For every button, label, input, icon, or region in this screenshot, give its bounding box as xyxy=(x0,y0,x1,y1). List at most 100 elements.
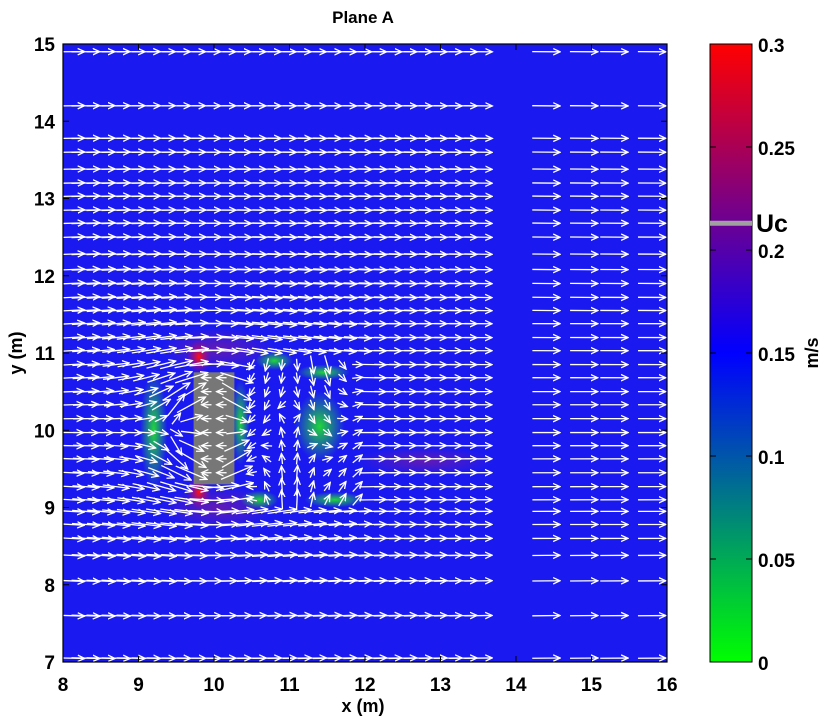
velocity-vector xyxy=(145,523,176,527)
velocity-vector xyxy=(160,322,192,325)
velocity-vector xyxy=(146,309,176,311)
velocity-vector xyxy=(116,554,146,556)
velocity-vector xyxy=(87,349,114,351)
velocity-vector xyxy=(265,358,268,371)
velocity-vector xyxy=(87,510,114,512)
velocity-vector xyxy=(136,417,155,420)
velocity-vector xyxy=(220,371,252,383)
velocity-vector xyxy=(283,510,311,514)
velocity-vector xyxy=(220,336,253,339)
velocity-vector xyxy=(160,523,192,526)
velocity-vector xyxy=(131,523,160,526)
velocity-vector xyxy=(88,404,113,405)
velocity-vector xyxy=(71,580,100,581)
velocity-vector xyxy=(267,336,296,340)
velocity-vector xyxy=(313,349,341,351)
velocity-vector xyxy=(236,555,267,557)
velocity-vector xyxy=(265,482,270,492)
velocity-vector xyxy=(249,386,255,396)
velocity-vector xyxy=(247,471,258,473)
velocity-vector xyxy=(86,283,115,284)
velocity-vector xyxy=(119,444,142,447)
velocity-vector xyxy=(310,468,314,478)
velocity-vector xyxy=(264,414,270,423)
colorbar-tick-label: 0.1 xyxy=(758,448,785,469)
velocity-vector xyxy=(236,537,267,539)
velocity-vector xyxy=(146,348,176,354)
velocity-vectors xyxy=(63,52,665,659)
velocity-vector xyxy=(72,364,99,366)
velocity-vector xyxy=(343,310,372,311)
velocity-vector xyxy=(86,297,115,299)
velocity-vector xyxy=(102,510,129,513)
velocity-vector xyxy=(116,283,146,285)
velocity-vector xyxy=(251,309,282,311)
velocity-vector xyxy=(102,349,129,352)
velocity-vector xyxy=(174,496,209,502)
velocity-vector xyxy=(220,466,252,480)
velocity-vector xyxy=(297,465,298,481)
velocity-vector xyxy=(131,537,160,540)
uc-threshold-label: Uc xyxy=(756,210,788,238)
velocity-vector xyxy=(72,499,99,501)
velocity-vector xyxy=(313,537,341,539)
velocity-vector xyxy=(204,363,239,365)
colorbar-gradient xyxy=(709,43,753,663)
velocity-vector xyxy=(160,495,192,503)
velocity-vector xyxy=(153,440,169,450)
velocity-vector xyxy=(325,495,330,506)
y-tick-label: 8 xyxy=(44,576,55,597)
velocity-vector xyxy=(296,372,297,383)
velocity-vector xyxy=(249,359,254,369)
colorbar-tick-label: 0 xyxy=(758,654,769,675)
velocity-vector xyxy=(133,468,159,476)
velocity-vector xyxy=(328,323,357,325)
velocity-vector xyxy=(267,296,296,298)
velocity-vector xyxy=(170,436,182,454)
x-tick-label: 15 xyxy=(581,675,603,696)
velocity-vector xyxy=(281,359,282,369)
velocity-vector xyxy=(280,414,285,424)
colorbar: 0 0.05 0.1 0.15 0.2 0.25 0.3 Uc m/s xyxy=(709,36,822,675)
velocity-vector xyxy=(313,323,341,325)
velocity-vector xyxy=(343,297,372,298)
x-tick-label: 12 xyxy=(354,675,375,696)
velocity-vector xyxy=(236,297,267,298)
velocity-vector xyxy=(86,323,115,325)
velocity-vector xyxy=(132,362,160,369)
velocity-vector xyxy=(265,495,269,505)
velocity-vector xyxy=(101,309,130,311)
velocity-vector xyxy=(265,386,269,397)
velocity-vector xyxy=(87,499,114,501)
velocity-vector xyxy=(337,418,347,419)
velocity-vector xyxy=(180,415,202,423)
velocity-vector xyxy=(222,396,251,413)
velocity-vector xyxy=(151,399,170,411)
velocity-vector xyxy=(225,414,248,422)
velocity-vector xyxy=(297,296,326,298)
velocity-vector xyxy=(102,363,130,366)
velocity-vector xyxy=(102,485,129,488)
velocity-vector xyxy=(160,508,192,514)
velocity-vector xyxy=(328,524,356,526)
velocity-vector xyxy=(313,297,341,299)
velocity-vector xyxy=(264,399,269,409)
y-axis-label: y (m) xyxy=(6,331,26,374)
velocity-vector xyxy=(63,323,84,324)
velocity-vector xyxy=(72,350,99,352)
velocity-vector xyxy=(204,350,239,352)
velocity-vector xyxy=(63,337,84,339)
velocity-vector xyxy=(267,523,296,526)
y-axis-ticks: 7 8 9 10 11 12 13 14 15 xyxy=(34,35,667,674)
velocity-vector xyxy=(352,416,363,420)
upper-shoulder-peak xyxy=(186,339,211,374)
velocity-vector xyxy=(132,374,159,382)
velocity-vector xyxy=(224,440,249,452)
velocity-vector xyxy=(154,416,168,423)
velocity-vector xyxy=(251,523,282,527)
x-tick-label: 10 xyxy=(203,675,224,696)
colorbar-label: m/s xyxy=(802,337,822,368)
velocity-vector xyxy=(162,383,190,401)
velocity-vector xyxy=(310,399,314,410)
velocity-vector xyxy=(160,481,192,492)
